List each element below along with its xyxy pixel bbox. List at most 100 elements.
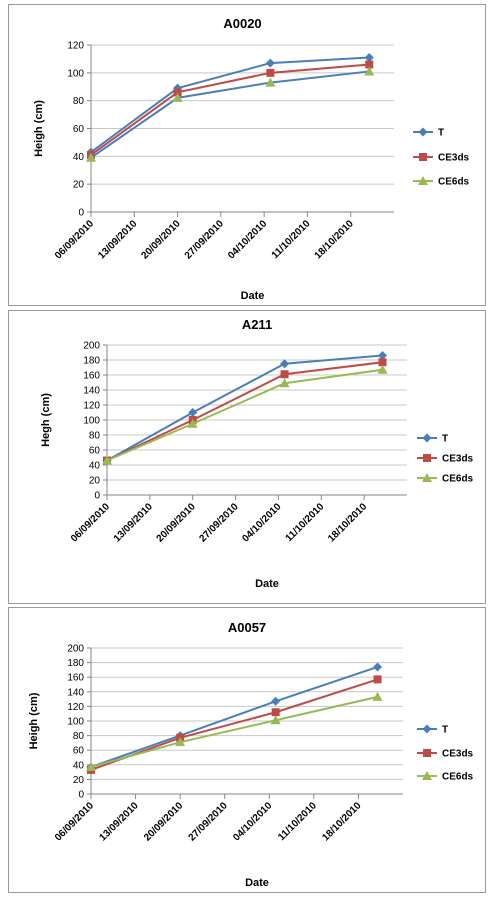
- x-tick-label: 11/10/2010: [284, 501, 327, 544]
- legend-marker: [423, 454, 431, 462]
- data-point-ce6ds: [175, 737, 186, 747]
- x-tick-label: 13/09/2010: [98, 800, 141, 843]
- legend-item-ce3ds: CE3ds: [413, 153, 470, 164]
- legend-label: CE3ds: [438, 153, 470, 164]
- y-tick-label: 100: [67, 68, 84, 79]
- y-tick-label: 120: [67, 41, 84, 52]
- legend-marker: [418, 176, 428, 185]
- chart-panel-a0020: A0020 0 20 40 60 80 100 120 06/09/2010 13/09/2010…: [8, 4, 486, 306]
- y-axis-label: Hegh (cm): [40, 393, 52, 447]
- x-tick-label: 06/09/2010: [69, 501, 112, 544]
- x-tick-label: 06/09/2010: [53, 800, 96, 843]
- series-line-ce3ds: [90, 678, 378, 771]
- series-ce6ds: [86, 691, 383, 771]
- legend-item-ce6ds: CE6ds: [417, 771, 474, 783]
- x-tick-label: 18/10/2010: [326, 501, 369, 544]
- chart-panel-a0057: A0057 0 20 40 60 80 100 120 140 160 180 200 06/09/20…: [8, 607, 486, 893]
- y-tick-label: 0: [78, 790, 84, 801]
- data-point-ce6ds: [279, 378, 290, 388]
- series-line-ce6ds: [106, 368, 383, 462]
- legend-marker: [423, 749, 431, 757]
- series-line-ce3ds: [106, 361, 383, 462]
- x-tick-label: 13/09/2010: [96, 218, 139, 261]
- x-tick-label: 27/09/2010: [198, 501, 241, 544]
- legend-label: T: [442, 434, 448, 445]
- y-tick-label: 40: [73, 760, 85, 771]
- y-tick-label: 20: [73, 180, 85, 191]
- y-tick-label: 140: [67, 687, 84, 698]
- x-axis-label: Date: [241, 290, 265, 302]
- line-chart-a211: A211 0 20 40 60 80 100 120 140 160 180 200 06/09/201…: [40, 317, 474, 590]
- data-point-ce6ds: [265, 77, 276, 87]
- y-tick-label: 180: [83, 356, 100, 367]
- data-point-ce6ds: [172, 92, 183, 102]
- legend-marker: [422, 724, 432, 734]
- chart-title: A211: [242, 317, 272, 332]
- data-point-ce3ds: [271, 708, 280, 717]
- y-tick-label: 60: [73, 124, 85, 135]
- x-axis-label: Date: [245, 877, 269, 889]
- x-tick-label: 04/10/2010: [231, 800, 274, 843]
- series-ce6ds: [86, 66, 375, 162]
- y-tick-label: 200: [83, 341, 100, 352]
- legend-item-t: T: [413, 127, 444, 139]
- data-point-t: [265, 58, 275, 68]
- data-point-ce3ds: [173, 88, 182, 97]
- series-ce6ds: [102, 364, 388, 465]
- series-ce3ds: [87, 675, 382, 774]
- legend-label: CE6ds: [442, 772, 474, 783]
- y-tick-label: 60: [89, 446, 101, 457]
- y-axis-label: Heigh (cm): [33, 100, 45, 157]
- legend-item-ce6ds: CE6ds: [417, 473, 474, 485]
- legend-item-t: T: [417, 433, 448, 445]
- x-tick-label: 18/10/2010: [313, 218, 356, 261]
- x-tick-label: 20/09/2010: [140, 218, 183, 261]
- y-tick-label: 120: [83, 401, 100, 412]
- series-line-t: [106, 354, 383, 462]
- y-tick-label: 0: [78, 208, 84, 219]
- x-tick-label: 06/09/2010: [53, 218, 96, 261]
- data-point-t: [280, 359, 290, 369]
- data-point-ce6ds: [364, 66, 375, 76]
- data-point-t: [378, 351, 388, 360]
- data-point-ce3ds: [266, 68, 275, 77]
- x-tick-label: 04/10/2010: [226, 218, 269, 261]
- data-point-ce3ds: [365, 60, 374, 69]
- x-tick-label: 20/09/2010: [155, 501, 198, 544]
- data-point-ce6ds: [187, 418, 198, 428]
- series-line-t: [90, 56, 370, 153]
- data-point-ce6ds: [102, 455, 112, 465]
- x-tick-label: 11/10/2010: [276, 800, 319, 843]
- data-point-ce6ds: [86, 152, 96, 162]
- x-tick-label: 11/10/2010: [270, 218, 313, 261]
- y-tick-label: 160: [67, 673, 84, 684]
- series-line-ce3ds: [90, 63, 370, 156]
- legend-label: CE6ds: [438, 177, 470, 188]
- line-chart-a0057: A0057 0 20 40 60 80 100 120 140 160 180 200 06/09/20…: [28, 620, 474, 889]
- data-point-ce3ds: [378, 358, 387, 367]
- legend-marker: [422, 771, 432, 780]
- data-point-ce6ds: [372, 691, 383, 701]
- chart-panel-a211: A211 0 20 40 60 80 100 120 140 160 180 200 06/09/201…: [8, 310, 486, 604]
- data-point-t: [271, 696, 281, 706]
- data-point-t: [188, 408, 198, 417]
- legend-label: CE3ds: [442, 454, 474, 465]
- x-tick-label: 13/09/2010: [112, 501, 155, 544]
- y-tick-label: 60: [73, 746, 85, 757]
- x-tick-label: 27/09/2010: [187, 800, 230, 843]
- chart-title: A0020: [223, 16, 261, 31]
- legend-item-ce6ds: CE6ds: [413, 176, 470, 188]
- y-tick-label: 0: [94, 491, 100, 502]
- legend-marker: [419, 153, 427, 161]
- y-tick-label: 100: [67, 717, 84, 728]
- chart-title: A0057: [228, 620, 266, 635]
- data-point-t: [373, 662, 383, 672]
- data-point-ce6ds: [377, 364, 388, 374]
- y-tick-label: 40: [89, 461, 101, 472]
- legend-label: CE6ds: [442, 474, 474, 485]
- y-tick-label: 120: [67, 702, 84, 713]
- x-tick-label: 20/09/2010: [142, 800, 185, 843]
- legend-label: CE3ds: [442, 749, 474, 760]
- y-tick-label: 100: [83, 416, 100, 427]
- x-tick-label: 27/09/2010: [183, 218, 226, 261]
